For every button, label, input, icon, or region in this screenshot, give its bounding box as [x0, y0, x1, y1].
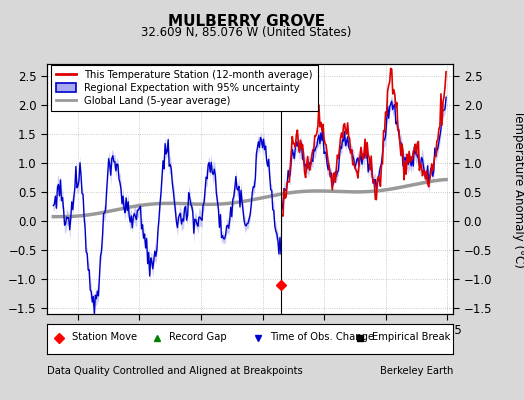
- Text: Berkeley Earth: Berkeley Earth: [380, 366, 453, 376]
- Text: Empirical Break: Empirical Break: [372, 332, 451, 342]
- Y-axis label: Temperature Anomaly (°C): Temperature Anomaly (°C): [511, 110, 524, 268]
- Text: 32.609 N, 85.076 W (United States): 32.609 N, 85.076 W (United States): [141, 26, 352, 39]
- Text: Station Move: Station Move: [71, 332, 137, 342]
- Text: Time of Obs. Change: Time of Obs. Change: [270, 332, 375, 342]
- Text: Data Quality Controlled and Aligned at Breakpoints: Data Quality Controlled and Aligned at B…: [47, 366, 303, 376]
- Text: MULBERRY GROVE: MULBERRY GROVE: [168, 14, 325, 29]
- Legend: This Temperature Station (12-month average), Regional Expectation with 95% uncer: This Temperature Station (12-month avera…: [51, 65, 318, 111]
- Text: Record Gap: Record Gap: [169, 332, 226, 342]
